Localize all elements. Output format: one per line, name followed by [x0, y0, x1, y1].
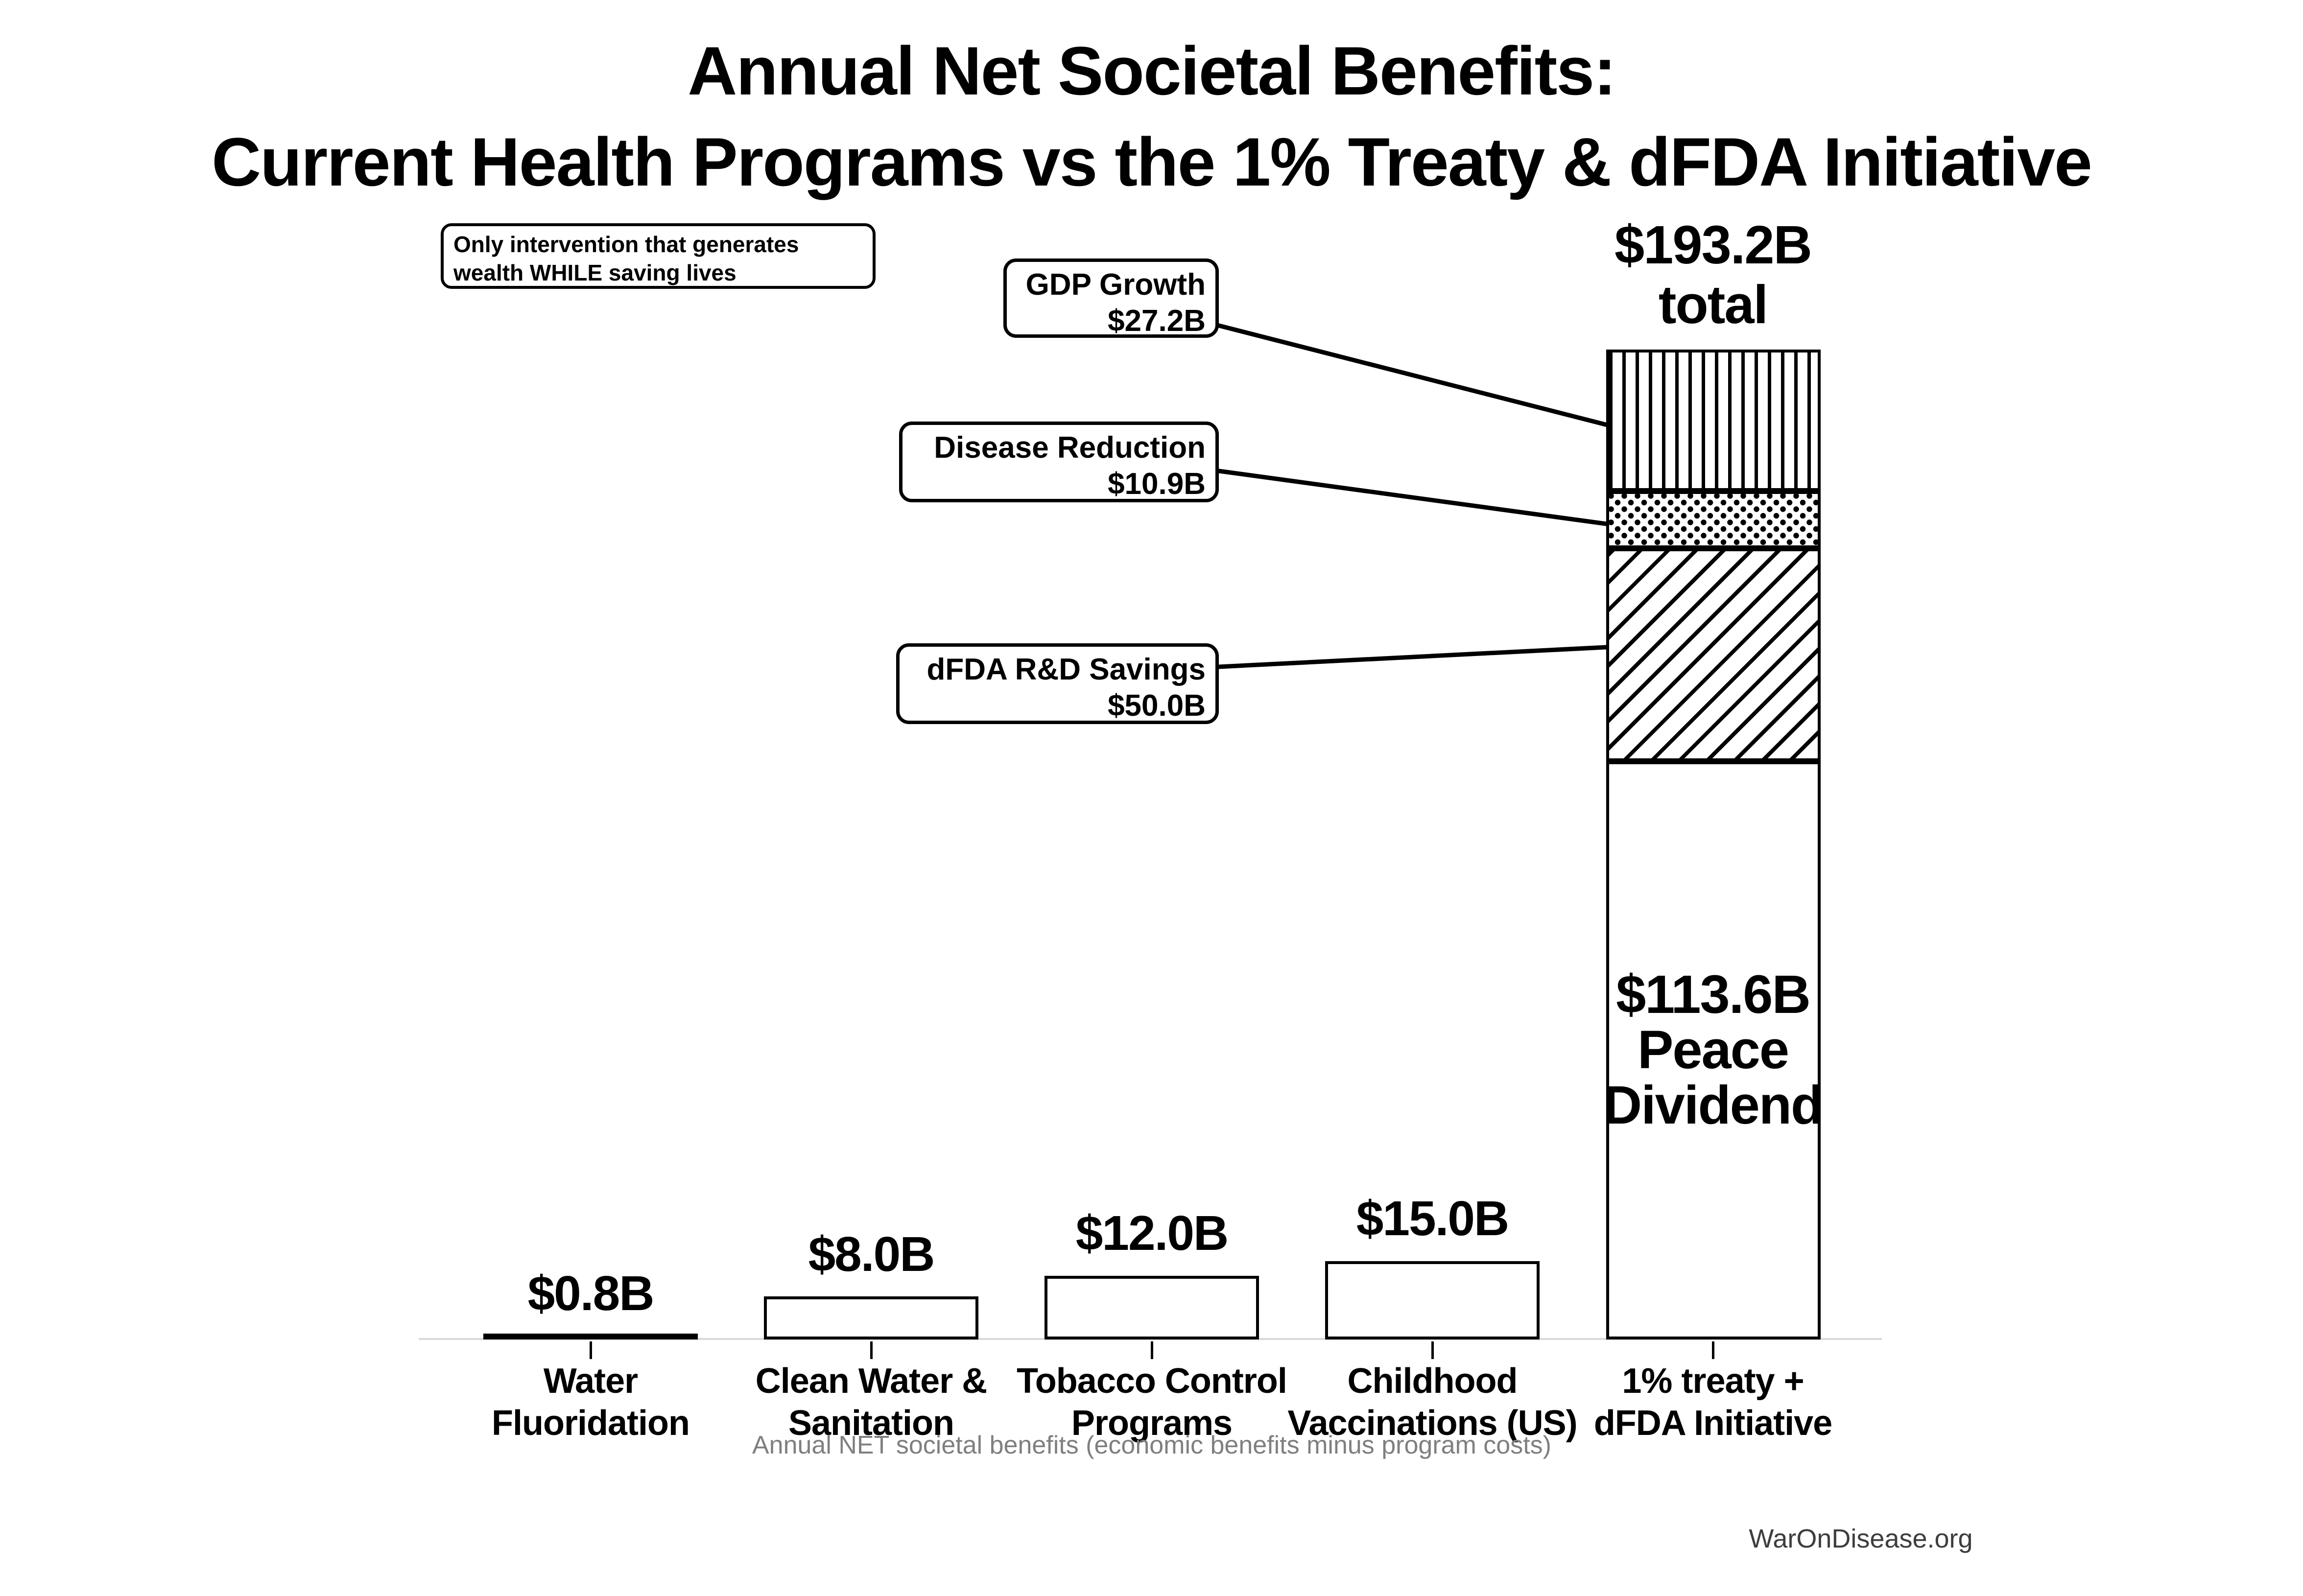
- leader-line-gdp: [1216, 323, 1610, 427]
- note-annotation-box: Only intervention that generates wealth …: [441, 223, 876, 289]
- leader-line-disease: [1216, 469, 1609, 526]
- chart-title: Annual Net Societal Benefits: Current He…: [0, 25, 2303, 208]
- callout-disease-value: $10.9B: [1108, 467, 1206, 501]
- callout-disease-reduction: Disease Reduction $10.9B: [899, 422, 1219, 502]
- segment-peace-dividend: [1606, 761, 1821, 1339]
- x-tick-water-fluoridation: [590, 1341, 592, 1359]
- callout-gdp-value: $27.2B: [1108, 304, 1206, 338]
- bar-water-fluoridation: [483, 1334, 698, 1339]
- total-label-treaty-bar: $193.2B total: [1614, 215, 1812, 335]
- category-label-clean-water: Clean Water & Sanitation: [755, 1361, 987, 1443]
- footer-attribution: WarOnDisease.org: [1749, 1524, 1973, 1553]
- value-label-tobacco: $12.0B: [1075, 1206, 1229, 1261]
- x-tick-tobacco: [1151, 1341, 1153, 1359]
- value-label-clean-water: $8.0B: [808, 1227, 935, 1282]
- callout-gdp-growth: GDP Growth $27.2B: [1003, 258, 1219, 338]
- bar-childhood-vaccinations: [1325, 1261, 1540, 1339]
- x-tick-treaty: [1712, 1341, 1714, 1359]
- peace-dividend-label: $113.6B Peace Dividend: [1603, 964, 1824, 1135]
- category-label-vaccinations: Childhood Vaccinations (US): [1287, 1361, 1577, 1443]
- segment-gdp-growth-hatch: [1606, 350, 1821, 491]
- bar-clean-water-sanitation: [764, 1296, 978, 1339]
- chart-title-line2: Current Health Programs vs the 1% Treaty…: [212, 123, 2092, 200]
- callout-disease-label: Disease Reduction: [934, 431, 1206, 465]
- callout-dfda-value: $50.0B: [1108, 689, 1206, 723]
- bar-tobacco-control: [1045, 1276, 1259, 1339]
- callout-dfda-label: dFDA R&D Savings: [926, 653, 1206, 686]
- bar-treaty-dfda-stacked: [1606, 350, 1821, 1339]
- category-label-treaty: 1% treaty + dFDA Initiative: [1593, 1361, 1832, 1443]
- callout-gdp-label: GDP Growth: [1025, 268, 1206, 302]
- category-label-water-fluoridation: Water Fluoridation: [492, 1361, 690, 1443]
- x-tick-vaccinations: [1431, 1341, 1434, 1359]
- callout-dfda-savings: dFDA R&D Savings $50.0B: [896, 643, 1219, 724]
- category-label-tobacco: Tobacco Control Programs: [1017, 1361, 1287, 1443]
- leader-line-dfda: [1216, 645, 1609, 669]
- value-label-water-fluoridation: $0.8B: [527, 1266, 655, 1321]
- segment-disease-reduction-dots: [1606, 491, 1821, 548]
- chart-title-line1: Annual Net Societal Benefits:: [688, 32, 1616, 109]
- x-tick-clean-water: [870, 1341, 873, 1359]
- segment-dfda-rd-savings-hatch: [1606, 548, 1821, 761]
- value-label-vaccinations: $15.0B: [1356, 1191, 1509, 1246]
- x-axis-label: Annual NET societal benefits (economic b…: [752, 1431, 1551, 1459]
